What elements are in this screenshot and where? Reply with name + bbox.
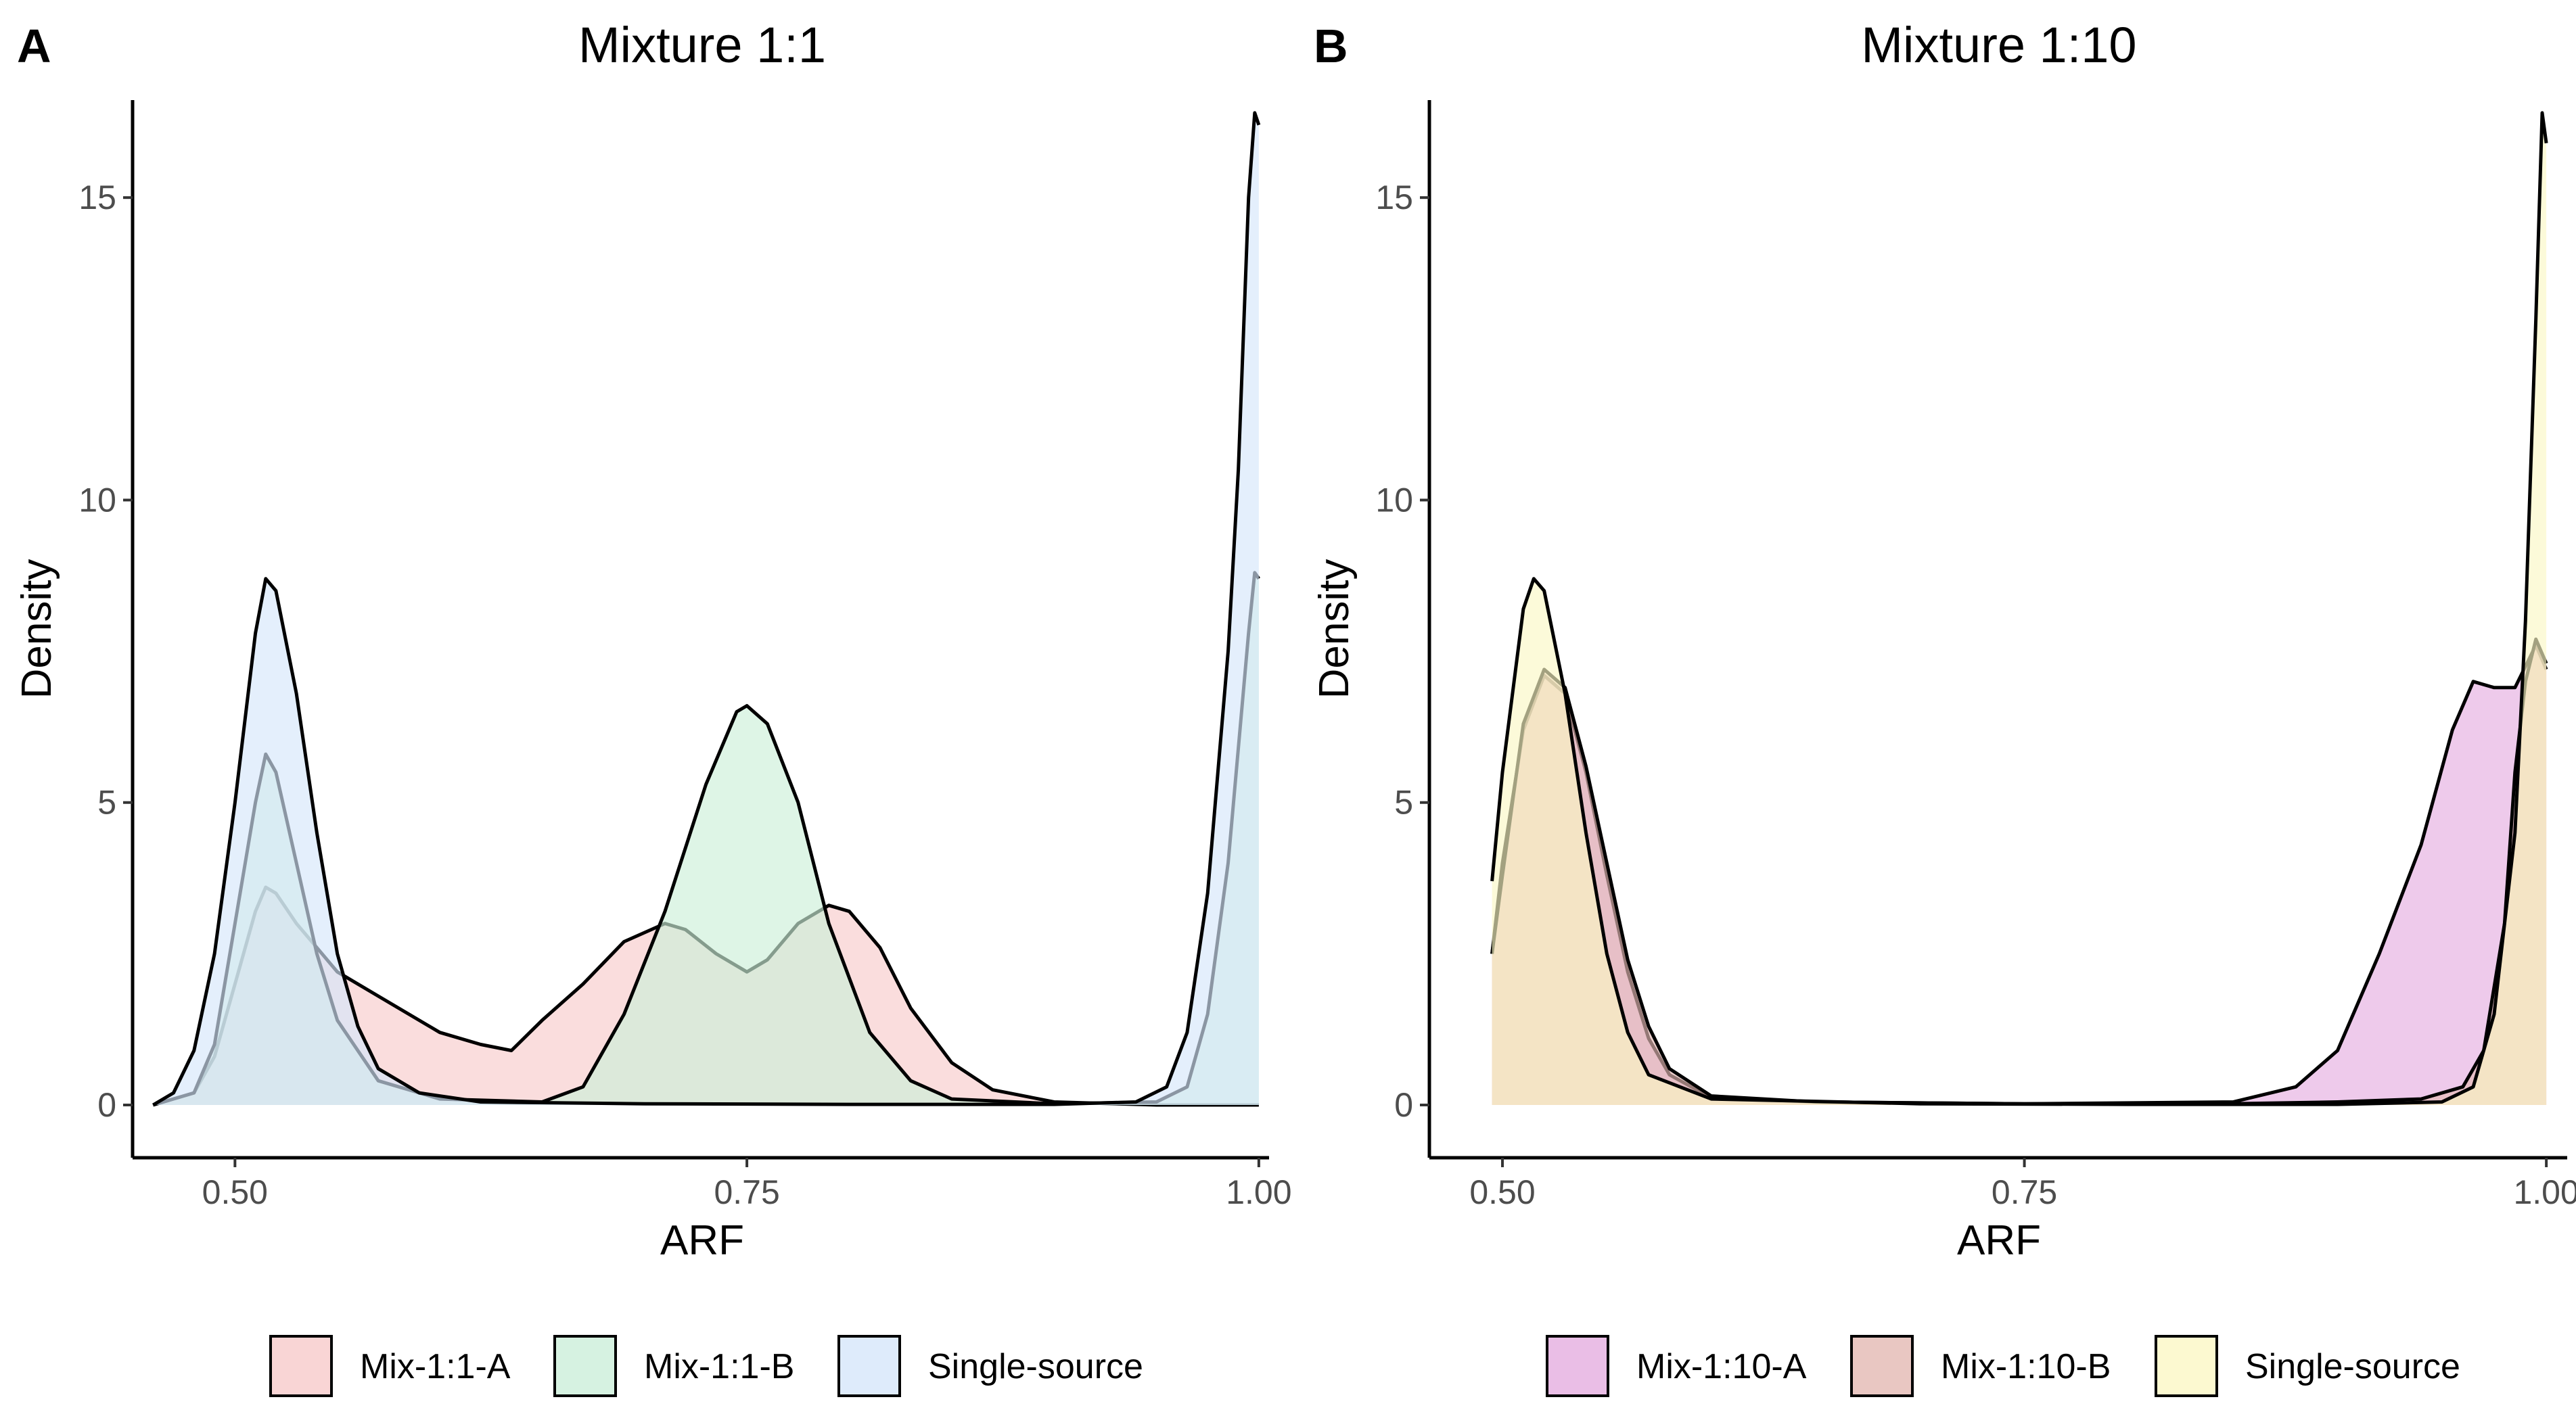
panel-a-curve-single-source (152, 111, 1261, 1107)
panel-a-area-single-source (153, 112, 1259, 1105)
panel-a-x-label: ARF (660, 1217, 744, 1264)
panel-b-legend-label-single-source: Single-source (2245, 1347, 2460, 1386)
panel-b-y-tick-label: 5 (1394, 784, 1413, 822)
panel-b-curve-single-source (1490, 111, 2548, 1106)
panel-a-x-tick-label: 0.75 (714, 1173, 779, 1211)
panel-b-legend-swatch-single-source (2155, 1335, 2218, 1397)
panel-a-y-tick-label: 5 (97, 784, 116, 822)
panel-a-y-label: Density (14, 559, 60, 699)
panel-b-legend-swatch-mix-1-10-b (1850, 1335, 1914, 1397)
panel-a-tag: A (17, 20, 51, 72)
panel-b-legend-label-mix-1-10-a: Mix-1:10-A (1636, 1347, 1807, 1386)
panel-a-x-tick-label: 0.50 (202, 1173, 268, 1211)
panel-a-title: Mixture 1:1 (578, 17, 826, 73)
panel-b-y-tick-label: 10 (1375, 481, 1413, 519)
panel-a-y-tick-label: 10 (78, 481, 116, 519)
panel-a-y-tick-label: 15 (78, 179, 116, 216)
panel-a: A Mixture 1:1 0 5 10 15 0.50 0.75 1.00 ARF De… (14, 17, 1292, 1397)
panel-b-y-label: Density (1311, 559, 1358, 699)
panel-b-y-tick-label: 0 (1394, 1086, 1413, 1124)
panel-a-legend: Mix-1:1-A Mix-1:1-B Single-source (269, 1335, 1143, 1397)
panel-a-legend-swatch-mix-1-1-b (553, 1335, 617, 1397)
panel-a-density-areas (152, 111, 1261, 1107)
panel-b-x-tick-label: 1.00 (2513, 1173, 2576, 1211)
panel-b-tag: B (1314, 20, 1348, 72)
panel-a-legend-label-single-source: Single-source (928, 1347, 1143, 1386)
panel-b-x-tick-label: 0.75 (1992, 1173, 2057, 1211)
panel-b-y-ticks: 0 5 10 15 (1375, 179, 1429, 1124)
panel-b-legend-swatch-mix-1-10-a (1546, 1335, 1609, 1397)
panel-a-y-tick-label: 0 (97, 1086, 116, 1124)
panel-a-x-ticks: 0.50 0.75 1.00 (202, 1158, 1292, 1211)
panel-b-y-tick-label: 15 (1375, 179, 1413, 216)
panel-b-density-areas (1490, 111, 2548, 1106)
panel-a-legend-label-mix-1-1-a: Mix-1:1-A (360, 1347, 511, 1386)
panel-b: B Mixture 1:10 0 5 10 15 0.50 0.75 1.00 ARF D… (1311, 17, 2576, 1397)
panel-a-x-tick-label: 1.00 (1226, 1173, 1291, 1211)
panel-a-y-ticks: 0 5 10 15 (78, 179, 133, 1124)
panel-b-title: Mixture 1:10 (1861, 17, 2136, 73)
panel-b-legend: Mix-1:10-A Mix-1:10-B Single-source (1546, 1335, 2460, 1397)
panel-b-legend-label-mix-1-10-b: Mix-1:10-B (1941, 1347, 2111, 1386)
panel-b-x-ticks: 0.50 0.75 1.00 (1469, 1158, 2576, 1211)
panel-b-area-single-source (1492, 112, 2547, 1105)
panel-a-legend-swatch-single-source (837, 1335, 901, 1397)
panel-b-x-tick-label: 0.50 (1469, 1173, 1535, 1211)
panel-a-legend-swatch-mix-1-1-a (269, 1335, 333, 1397)
panel-a-area-mix-1-1-b (153, 572, 1259, 1105)
panel-b-x-label: ARF (1957, 1217, 2041, 1264)
panel-a-legend-label-mix-1-1-b: Mix-1:1-B (644, 1347, 794, 1386)
